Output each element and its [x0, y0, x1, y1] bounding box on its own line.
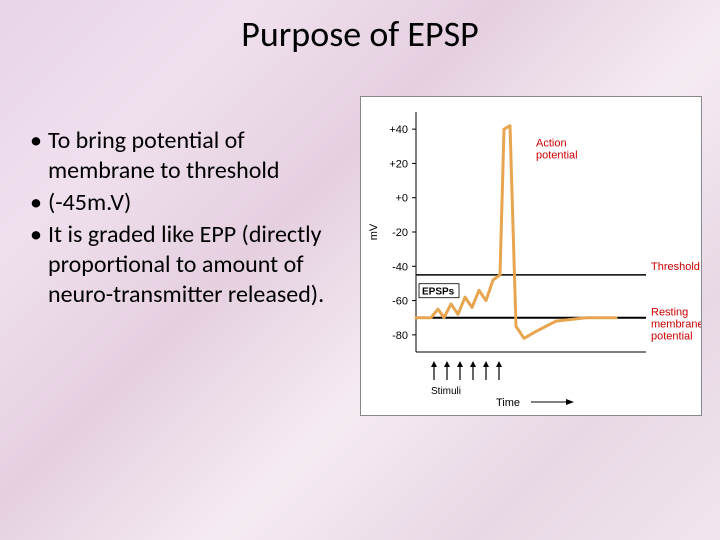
svg-text:membrane: membrane — [651, 319, 701, 331]
svg-text:potential: potential — [536, 149, 578, 161]
svg-text:Resting: Resting — [651, 307, 688, 319]
bullet-item: It is graded like EPP (directly proporti… — [30, 220, 350, 310]
svg-text:+20: +20 — [389, 158, 408, 170]
svg-text:-60: -60 — [392, 296, 408, 308]
svg-text:-80: -80 — [392, 330, 408, 342]
svg-text:Threshold: Threshold — [651, 261, 700, 273]
svg-text:mV: mV — [368, 223, 380, 240]
svg-text:EPSPs: EPSPs — [422, 287, 455, 298]
svg-text:-20: -20 — [392, 227, 408, 239]
svg-text:potential: potential — [651, 331, 693, 343]
svg-text:Stimuli: Stimuli — [431, 386, 461, 397]
slide-title: Purpose of EPSP — [0, 0, 720, 56]
action-potential-chart: -80 -60 -40 -20 +0 +20 +40 mV Threshold Restingme… — [360, 96, 702, 416]
bullet-list: To bring potential of membrane to thresh… — [30, 96, 350, 416]
svg-text:+40: +40 — [389, 124, 408, 136]
svg-text:Action: Action — [536, 137, 567, 149]
bullet-item: To bring potential of membrane to thresh… — [30, 126, 350, 186]
bullet-item: (-45m.V) — [30, 188, 350, 218]
content-row: To bring potential of membrane to thresh… — [0, 56, 720, 416]
svg-text:-40: -40 — [392, 261, 408, 273]
svg-text:+0: +0 — [395, 193, 408, 205]
svg-text:Time: Time — [496, 397, 520, 409]
